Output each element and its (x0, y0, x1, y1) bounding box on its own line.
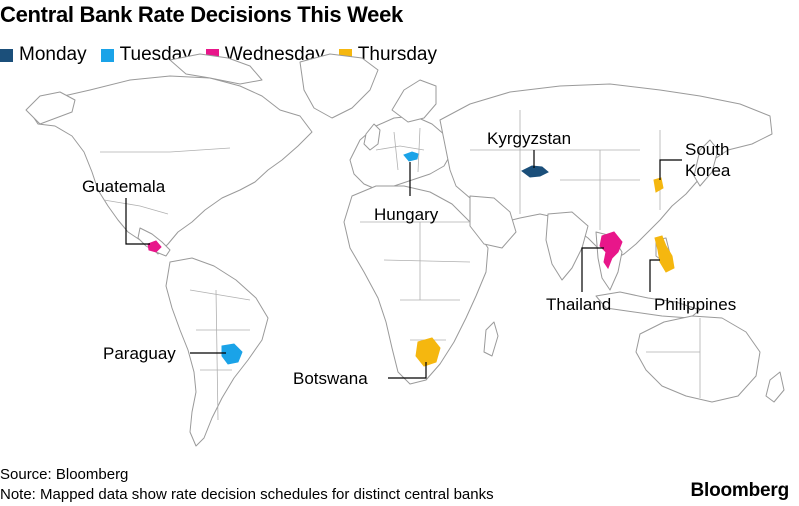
label-paraguay: Paraguay (103, 344, 176, 363)
philippines-shape (654, 235, 675, 273)
legend-swatch-monday (0, 48, 13, 62)
north-america-land (29, 75, 313, 255)
botswana-leader (388, 362, 427, 379)
india-land (545, 211, 589, 281)
label-south-korea-line1: South (685, 140, 729, 159)
arctic-islands-land (169, 53, 263, 85)
chart-title: Central Bank Rate Decisions This Week (0, 2, 403, 27)
new-zealand-land (765, 371, 785, 403)
country-labels: Kyrgyzstan Hungary Guatemala Paraguay Bo… (82, 129, 736, 388)
uk-land (363, 123, 381, 151)
australia-borders (646, 318, 701, 398)
europe-borders (375, 127, 425, 173)
kyrgyzstan-shape (521, 165, 549, 178)
legend-swatch-tuesday (100, 48, 114, 62)
indonesia-land (595, 291, 701, 319)
label-thailand: Thailand (546, 295, 611, 314)
asia-borders (470, 110, 661, 230)
source-note: Source: Bloomberg (0, 466, 129, 483)
australia-land (635, 315, 761, 403)
us-canada-border (100, 147, 231, 153)
japan-land (693, 139, 719, 187)
label-kyrgyzstan: Kyrgyzstan (487, 129, 571, 148)
africa-borders (360, 221, 471, 341)
bloomberg-logo: Bloomberg (690, 480, 790, 501)
south-korea-leader (659, 159, 682, 180)
label-guatemala: Guatemala (82, 177, 166, 196)
country-borders (100, 110, 701, 421)
madagascar-land (483, 321, 499, 357)
us-mexico-border (103, 199, 169, 215)
hungary-shape (403, 151, 419, 162)
legend-label-wednesday: Wednesday (224, 44, 325, 65)
philippines-leader (649, 259, 660, 292)
label-south-korea-line2: Korea (685, 161, 731, 180)
label-botswana: Botswana (293, 369, 368, 388)
south-korea-shape (653, 177, 664, 193)
greenland-land (299, 53, 379, 119)
label-philippines: Philippines (654, 295, 736, 314)
thailand-leader (581, 247, 604, 292)
highlighted-countries (147, 151, 675, 367)
south-america-borders (189, 289, 251, 421)
legend-label-thursday: Thursday (357, 44, 437, 65)
land-masses (25, 53, 785, 447)
europe-land (349, 115, 453, 191)
guatemala-leader (125, 198, 150, 245)
botswana-shape (415, 337, 441, 367)
scandinavia-land (391, 79, 437, 123)
paraguay-shape (221, 343, 243, 365)
leader-lines (125, 150, 682, 379)
legend-item-monday: Monday (0, 44, 87, 66)
thailand-shape (599, 231, 623, 270)
alaska-land (25, 91, 76, 125)
legend-label-monday: Monday (19, 44, 87, 65)
arabia-land (469, 195, 517, 249)
label-hungary: Hungary (374, 205, 439, 224)
guatemala-shape (147, 240, 162, 253)
footnote: Note: Mapped data show rate decision sch… (0, 486, 494, 503)
africa-land (343, 185, 489, 385)
